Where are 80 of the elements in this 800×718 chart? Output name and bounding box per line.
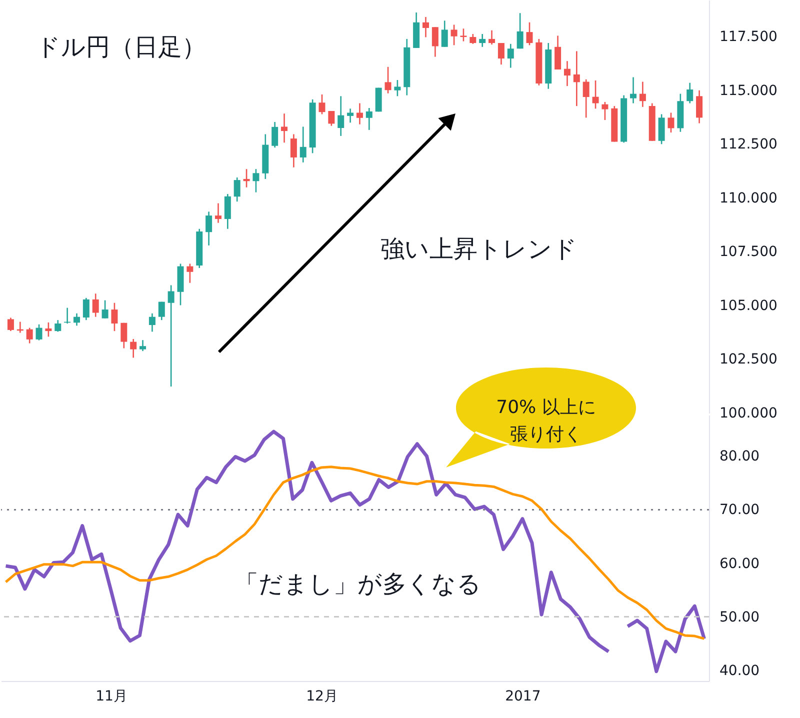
candlestick [668,112,674,134]
candlestick [470,33,476,45]
y-tick-label: 102.500 [720,352,778,368]
candlestick [479,33,486,48]
candlestick [26,327,33,344]
candlestick [82,297,90,321]
candlestick [507,43,514,68]
candlestick [450,24,458,46]
candlestick [498,42,504,66]
annotation: 70% 以上に張り付く [496,397,596,445]
candlestick [224,193,231,230]
candlestick [120,322,128,349]
y-tick-label: 115.000 [720,82,778,99]
candlestick [54,319,62,332]
candlestick [338,96,344,137]
candlestick [592,80,599,110]
candlestick [394,79,401,97]
candlestick [186,263,194,284]
candlestick [630,76,637,104]
candlestick [130,338,137,358]
candlestick [281,112,288,144]
candlestick [92,292,99,318]
candlestick [7,317,14,332]
y-tick-label: 70.00 [720,502,760,518]
candlestick [328,110,335,126]
candlestick [422,16,429,38]
candlestick [432,26,438,58]
y-tick-label: 107.500 [720,244,778,260]
candlestick [488,30,496,46]
y-tick-label: 112.500 [720,136,778,153]
candlestick [102,300,108,320]
candlestick [36,324,42,341]
candlestick [45,322,52,338]
y-tick-label: 110.000 [720,190,778,206]
line-series [4,466,706,640]
candlestick [658,114,665,145]
candlestick [347,108,354,124]
candlestick [290,134,297,168]
y-tick-label: 50.00 [720,609,760,626]
candlestick [168,284,174,388]
candlestick [516,12,524,50]
candlestick [252,168,260,193]
candlestick [140,339,146,352]
candlestick [214,202,222,224]
candlestick [384,66,392,94]
x-tick-label: 2017 [505,688,541,704]
x-tick-label: 11月 [96,688,128,704]
candlestick [686,82,694,104]
candlestick [318,94,326,115]
candlestick [300,126,306,164]
candlestick [272,121,278,148]
candlestick [356,102,363,125]
candlestick [206,211,212,246]
candlestick [234,176,240,202]
candlestick [582,78,590,118]
candlestick [441,20,448,48]
candlestick [602,101,608,121]
candlestick [460,28,467,42]
annotation: 強い上昇トレンド [380,235,578,263]
annotation: 「だまし」が多くなる [234,570,482,598]
candlestick [73,312,80,326]
candlestick [696,90,703,124]
candlestick [639,81,646,108]
candlestick [554,35,562,70]
candlestick [243,168,250,188]
y-tick-label: 105.000 [720,298,778,314]
y-tick-label: 117.500 [720,29,778,46]
y-tick-label: 100.000 [720,406,778,422]
candlestick [564,60,570,87]
y-tick-label: 60.00 [720,556,760,572]
text: ドル円（日足） [36,33,206,61]
candlestick [111,302,118,332]
y-tick-label: 40.00 [720,662,760,679]
x-tick-label: 12月 [306,688,338,704]
y-tick-label: 80.00 [720,448,760,465]
candlestick [526,22,533,46]
candlestick [573,50,580,107]
candlestick [158,301,165,321]
candlestick [148,312,156,332]
candlestick [366,107,372,131]
